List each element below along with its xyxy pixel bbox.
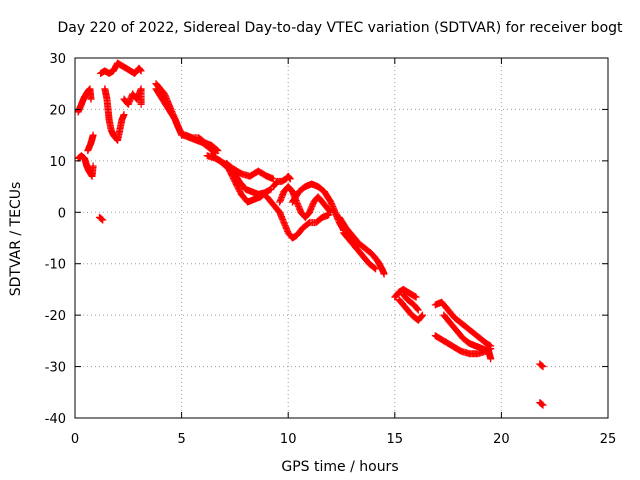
data-point-markers [120,85,145,108]
data-segment [96,213,107,224]
plot-frame [74,57,609,419]
data-point-markers [536,360,547,371]
data-segment [269,172,294,191]
x-tick-label: 15 [387,432,404,447]
data-segment [399,291,422,314]
data-point-markers [431,298,495,350]
data-segment [263,193,333,242]
y-tick-label: 0 [58,206,66,221]
x-tick-label: 25 [600,432,617,447]
data-segment [395,296,426,324]
data-segment [84,131,97,155]
chart-title: Day 220 of 2022, Sidereal Day-to-day VTE… [57,20,623,36]
data-segment [74,152,97,180]
x-tick-label: 20 [493,432,510,447]
y-tick-label: -10 [45,258,66,273]
data-point-markers [84,131,97,155]
data-point-markers [440,311,495,363]
x-tick-label: 0 [71,432,79,447]
data-segment [440,311,495,363]
data-segment [536,360,547,371]
grid-layer [75,58,608,418]
data-point-markers [263,193,333,242]
data-segment [536,399,547,409]
y-tick-label: 10 [49,155,66,170]
data-point-markers [335,213,388,278]
data-point-markers [74,85,95,116]
data-point-markers [391,285,420,301]
data-point-markers [152,85,220,157]
data-segment [152,85,220,157]
data-segment [340,229,380,273]
data-segment [152,80,222,155]
data-segment [120,85,145,108]
y-axis-title: SDTVAR / TECUs [8,182,24,297]
data-points-layer [74,59,547,409]
y-tick-label: 30 [49,52,66,67]
data-segment [97,59,145,77]
y-tick-label: -40 [45,412,66,427]
data-point-markers [74,152,97,180]
tick-labels-layer: 0 5 10 15 20 25 -40 -30 -20 -10 0 10 20 30 [45,52,617,447]
x-tick-label: 5 [177,432,185,447]
x-tick-label: 10 [280,432,297,447]
y-tick-label: -20 [45,309,66,324]
data-point-markers [97,59,145,77]
data-point-markers [536,399,547,409]
y-tick-label: -30 [45,361,66,376]
data-segment [391,285,420,301]
data-point-markers [101,85,128,144]
data-segment [335,213,388,278]
data-point-markers [96,213,107,224]
data-point-markers [152,80,222,155]
axis-ticks-layer [74,57,609,419]
data-segment [222,159,277,183]
data-segment [101,85,128,144]
data-point-markers [269,172,294,191]
y-tick-label: 20 [49,103,66,118]
data-point-markers [395,296,426,324]
x-axis-title: GPS time / hours [281,459,398,475]
data-point-markers [222,159,277,183]
data-segment [431,298,495,350]
data-point-markers [340,229,380,273]
data-point-markers [399,291,422,314]
data-segment [74,85,95,116]
